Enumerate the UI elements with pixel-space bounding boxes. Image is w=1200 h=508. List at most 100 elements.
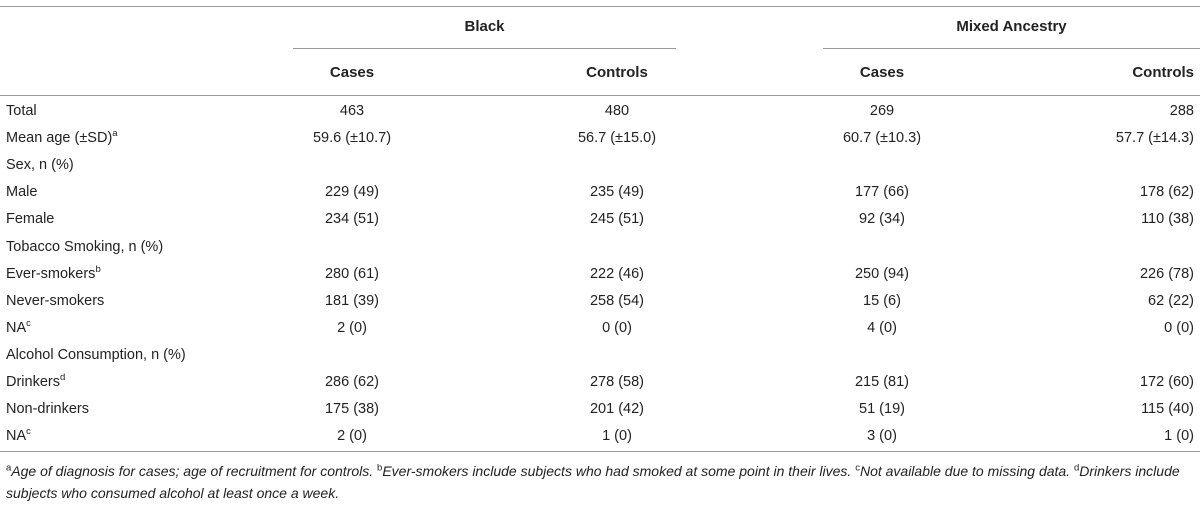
cell-black-controls: 278 (58) — [589, 374, 645, 390]
footnote-mark-d: d — [1073, 462, 1080, 474]
cell-black-cases: 175 (38) — [324, 401, 380, 418]
row-label-text: NA — [6, 428, 27, 445]
table-row: NAc 2 (0) 1 (0) 3 (0) 1 (0) — [0, 424, 1200, 451]
table-row: Female 234 (51) 245 (51) 92 (34) 110 (38) — [0, 207, 1200, 234]
table-row: Drinkersd 286 (62) 278 (58) 215 (81) 172 (60… — [0, 370, 1200, 397]
row-label-footnote-mark: b — [95, 263, 101, 275]
row-label-text: Sex, n (%) — [6, 157, 74, 174]
cell-mixed-cases: 15 (6) — [863, 292, 901, 309]
subheader-mixed-controls: Controls — [1132, 64, 1194, 81]
cell-black-controls: 56.7 (±15.0) — [577, 130, 657, 147]
footnote-mark-c: c — [855, 462, 860, 474]
row-label-text: Total — [6, 103, 37, 119]
row-label-footnote-mark: c — [26, 317, 31, 329]
cell-mixed-cases: 4 (0) — [867, 319, 897, 336]
row-label: Mean age (±SD)a — [6, 128, 118, 147]
table-row: Never-smokers 181 (39) 258 (54) 15 (6) 62 (2… — [0, 289, 1200, 316]
row-label-text: Mean age (±SD) — [6, 130, 113, 147]
table-footnotes: aAge of diagnosis for cases; age of recr… — [6, 460, 1196, 504]
cell-black-cases: 59.6 (±10.7) — [312, 130, 392, 147]
cell-mixed-cases: 3 (0) — [867, 428, 897, 445]
cell-black-controls: 480 — [604, 103, 630, 119]
header-rule — [0, 95, 1200, 96]
cell-black-cases: 229 (49) — [324, 184, 380, 201]
table-row: Sex, n (%) — [0, 153, 1200, 180]
cell-black-controls: 222 (46) — [589, 265, 645, 282]
row-label-text: Tobacco Smoking, n (%) — [6, 238, 164, 255]
cell-black-controls: 1 (0) — [602, 428, 632, 445]
top-rule — [0, 6, 1200, 7]
cell-mixed-controls: 172 (60) — [1139, 374, 1194, 390]
table-row: Ever-smokersb 280 (61) 222 (46) 250 (94) 226… — [0, 262, 1200, 289]
table-row: Male 229 (49) 235 (49) 177 (66) 178 (62) — [0, 180, 1200, 207]
cell-black-controls: 258 (54) — [589, 292, 645, 309]
row-label: Total — [6, 103, 37, 119]
cell-mixed-controls: 1 (0) — [1164, 428, 1194, 445]
group-header-mixed-ancestry: Mixed Ancestry — [956, 18, 1067, 35]
table-row: Tobacco Smoking, n (%) — [0, 235, 1200, 262]
cell-mixed-cases: 92 (34) — [859, 211, 905, 228]
cell-mixed-controls: 226 (78) — [1139, 265, 1194, 282]
row-label-text: Male — [6, 184, 38, 201]
row-label: Ever-smokersb — [6, 263, 101, 282]
cell-mixed-controls: 110 (38) — [1141, 211, 1194, 228]
footnote-b: Ever-smokers include subjects who had sm… — [382, 463, 856, 479]
footnote-mark-a: a — [6, 462, 12, 474]
cell-mixed-controls: 57.7 (±14.3) — [1115, 130, 1194, 147]
group-underline-black — [293, 48, 676, 49]
cell-black-cases: 181 (39) — [324, 292, 380, 309]
row-label-text: NA — [6, 319, 27, 336]
footnote-mark-b: b — [377, 462, 383, 474]
row-label: NAc — [6, 426, 31, 445]
row-label: Female — [6, 211, 54, 227]
group-underline-mixed-ancestry — [823, 48, 1200, 49]
row-label: NAc — [6, 317, 31, 336]
cell-black-cases: 2 (0) — [337, 428, 367, 445]
cell-mixed-controls: 288 — [1169, 103, 1194, 119]
subheader-black-cases: Cases — [329, 64, 375, 81]
row-label: Drinkersd — [6, 372, 66, 390]
cell-mixed-controls: 115 (40) — [1141, 401, 1194, 418]
cell-mixed-controls: 62 (22) — [1148, 292, 1194, 309]
row-label-footnote-mark: c — [26, 426, 31, 438]
cell-black-controls: 235 (49) — [589, 184, 645, 201]
subheader-black-controls: Controls — [586, 64, 648, 81]
row-label: Non-drinkers — [6, 401, 89, 417]
row-label-text: Drinkers — [6, 374, 60, 390]
cell-mixed-cases: 177 (66) — [854, 184, 910, 201]
cell-black-cases: 286 (62) — [324, 374, 380, 390]
group-header-black: Black — [464, 18, 505, 35]
bottom-rule — [0, 451, 1200, 452]
cell-mixed-cases: 250 (94) — [854, 265, 910, 282]
cell-mixed-cases: 60.7 (±10.3) — [842, 130, 922, 147]
cell-mixed-cases: 215 (81) — [854, 374, 910, 390]
cell-black-controls: 245 (51) — [589, 211, 645, 228]
cell-mixed-controls: 0 (0) — [1164, 319, 1194, 336]
cell-black-cases: 463 — [339, 103, 365, 119]
subheader-mixed-cases: Cases — [859, 64, 905, 81]
footnote-d: Drinkers include subjects who consumed a… — [6, 463, 1180, 501]
row-label-footnote-mark: d — [59, 372, 66, 384]
row-label: Alcohol Consumption, n (%) — [6, 347, 186, 363]
row-label: Never-smokers — [6, 293, 104, 309]
table-row: Total 463 480 269 288 — [0, 99, 1200, 126]
row-label-text: Alcohol Consumption, n (%) — [6, 346, 186, 363]
table-row: NAc 2 (0) 0 (0) 4 (0) 0 (0) — [0, 316, 1200, 343]
table-row: Non-drinkers 175 (38) 201 (42) 51 (19) 115 (… — [0, 397, 1200, 424]
row-label: Sex, n (%) — [6, 157, 74, 173]
cell-mixed-cases: 51 (19) — [859, 401, 905, 418]
cell-black-cases: 234 (51) — [324, 211, 380, 228]
row-label-text: Non-drinkers — [6, 401, 89, 418]
footnote-c: Not available due to missing data. — [859, 463, 1074, 479]
table-row: Mean age (±SD)a 59.6 (±10.7) 56.7 (±15.0) 6… — [0, 126, 1200, 153]
cell-black-controls: 0 (0) — [602, 319, 632, 336]
row-label-text: Never-smokers — [6, 292, 105, 309]
cell-black-controls: 201 (42) — [589, 401, 645, 418]
row-label: Tobacco Smoking, n (%) — [6, 239, 163, 255]
footnote-a: Age of diagnosis for cases; age of recru… — [11, 463, 378, 479]
row-label-text: Ever-smokers — [6, 265, 96, 282]
row-label-footnote-mark: a — [112, 128, 118, 140]
row-label-text: Female — [6, 211, 55, 228]
cell-mixed-controls: 178 (62) — [1139, 184, 1194, 201]
cell-mixed-cases: 269 — [869, 103, 895, 119]
